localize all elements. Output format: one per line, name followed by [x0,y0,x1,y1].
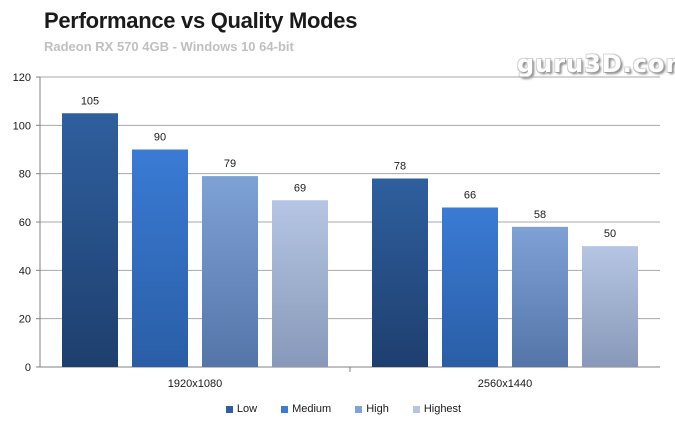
bar-highest-1 [582,246,638,367]
legend-label: Low [236,403,258,415]
data-label: 58 [534,209,546,221]
legend-label: Medium [292,403,332,415]
data-label: 50 [604,228,616,240]
bar-medium-0 [132,149,188,367]
legend-swatch [281,405,289,413]
bar-medium-1 [442,207,498,367]
chart-title: Performance vs Quality Modes [44,8,358,33]
legend-item-high: High [355,403,389,415]
y-tick-label: 80 [19,169,31,181]
legend-swatch [225,405,233,413]
x-axis: 1920x1080 2560x1440 [168,367,532,390]
y-tick-label: 120 [13,72,31,84]
legend-swatch [355,405,363,413]
data-label: 66 [464,190,476,202]
bar-high-1 [512,226,568,367]
legend: Low Medium High Highest [0,403,675,415]
legend-item-low: Low [225,403,258,415]
legend-label: High [366,403,389,415]
data-label: 105 [81,95,99,107]
data-labels: 105 90 79 69 78 66 58 50 [81,95,616,240]
chart-subtitle: Radeon RX 570 4GB - Windows 10 64-bit [44,39,294,54]
y-tick-label: 100 [13,120,31,132]
plot-area: 0 20 40 60 80 100 120 105 90 79 69 78 66 58 50 1920x1… [13,72,660,390]
legend-item-highest: Highest [412,403,462,415]
bar-highest-0 [272,200,328,367]
legend-item-medium: Medium [281,403,331,415]
category-label: 1920x1080 [168,378,222,390]
y-tick-label: 40 [19,265,31,277]
bar-low-1 [372,178,428,367]
data-label: 79 [224,158,236,170]
y-tick-label: 20 [19,314,31,326]
data-label: 90 [154,132,166,144]
y-tick-label: 0 [25,362,31,374]
bars [62,113,638,367]
data-label: 69 [294,182,306,194]
y-axis: 0 20 40 60 80 100 120 [13,72,41,374]
data-label: 78 [394,161,406,173]
bar-low-0 [62,113,118,367]
category-label: 2560x1440 [478,378,532,390]
legend-label: Highest [423,403,462,415]
watermark-logo: guru3D.com [517,50,675,78]
y-tick-label: 60 [19,217,31,229]
bar-high-0 [202,176,258,367]
legend-swatch [412,405,420,413]
